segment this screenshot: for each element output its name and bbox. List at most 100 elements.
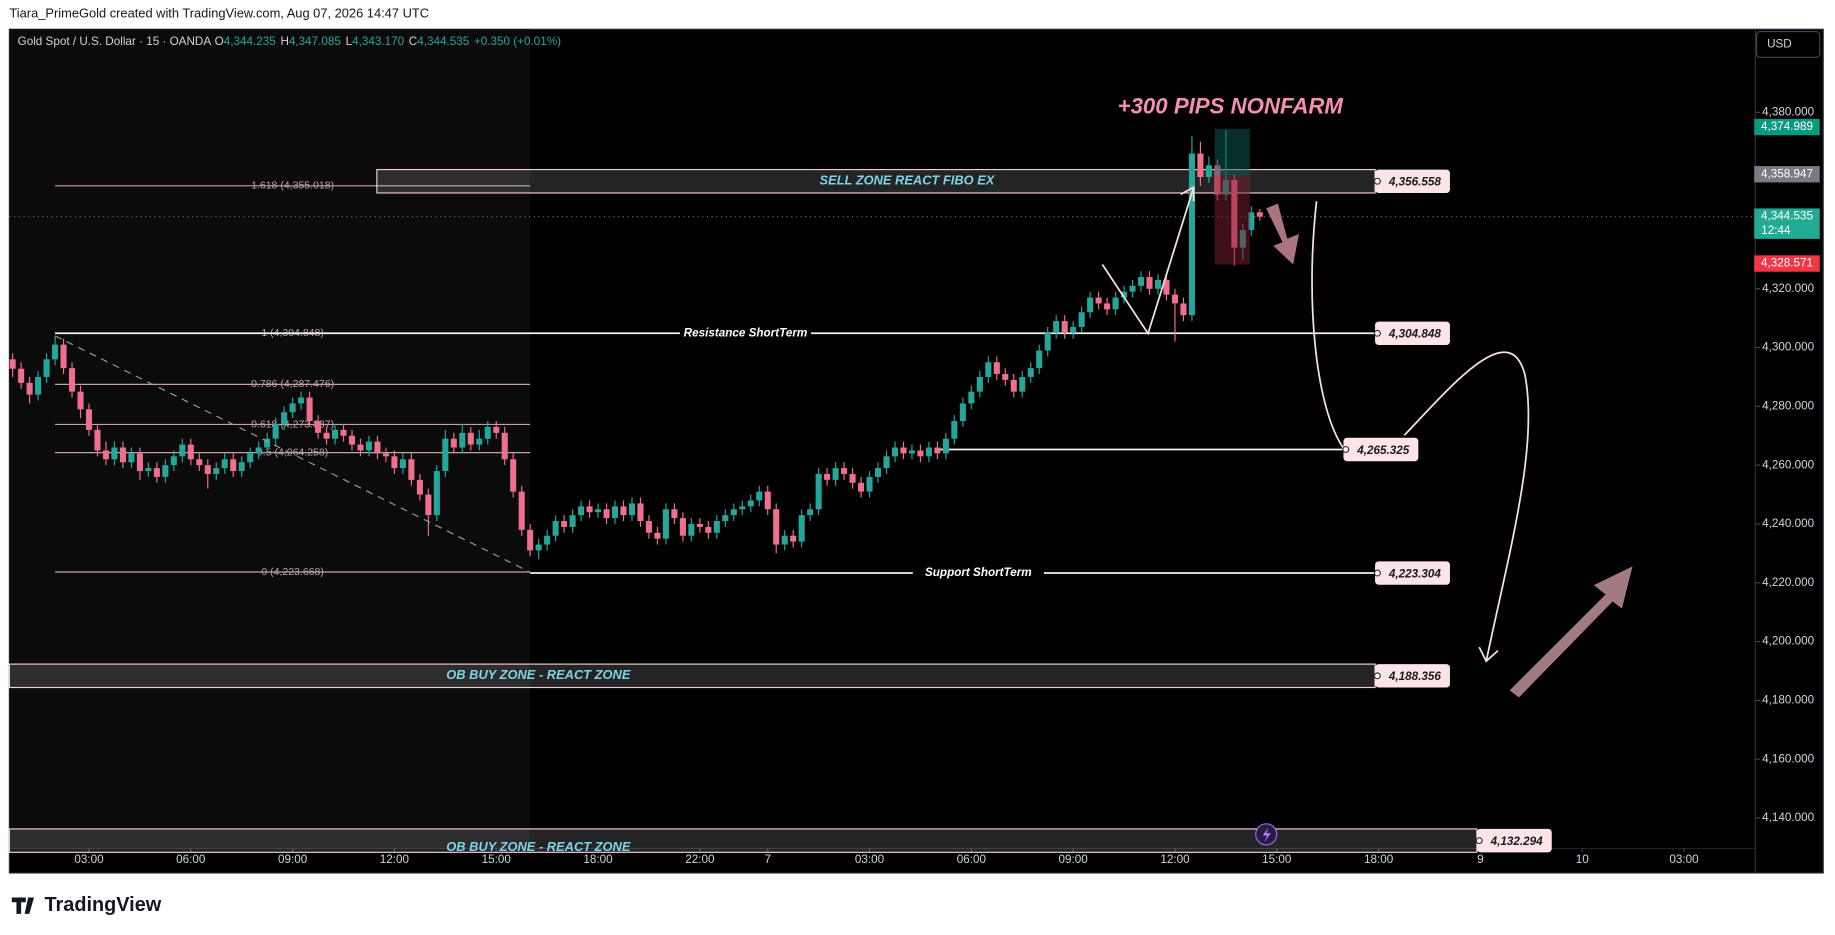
candle-body <box>264 438 271 448</box>
level-handle <box>1373 177 1381 185</box>
candle-body <box>858 482 865 492</box>
candle-body <box>1010 379 1017 392</box>
candle-body <box>170 456 177 466</box>
candle-body <box>204 465 211 474</box>
candle-body <box>1104 303 1111 310</box>
symbol-legend: Gold Spot / U.S. Dollar · 15 · OANDA O4,3… <box>18 35 561 48</box>
candle-body <box>595 509 602 513</box>
candle-body <box>382 453 389 457</box>
candle-body <box>925 447 932 457</box>
candle-body <box>459 432 466 448</box>
level-price: 4,265.325 <box>1356 444 1409 457</box>
pink-arrow <box>1266 203 1299 265</box>
candle-body <box>841 468 848 474</box>
candle-body <box>323 432 330 439</box>
candle-body <box>35 376 42 395</box>
x-tick-label: 09:00 <box>278 853 308 866</box>
x-tick-label: 18:00 <box>1364 853 1394 866</box>
candle-body <box>111 447 118 460</box>
countdown: 12:44 <box>1761 224 1791 237</box>
ohlc-value: 4,344.235 <box>224 35 276 48</box>
candle-body <box>679 518 686 536</box>
candle-body <box>484 426 491 439</box>
logo-mark <box>11 897 34 914</box>
candle-body <box>552 521 559 536</box>
candle-body <box>1205 165 1212 178</box>
candle-body <box>348 435 356 445</box>
candle-body <box>1061 321 1068 333</box>
x-tick-label: 18:00 <box>583 853 613 866</box>
candle-body <box>968 391 975 404</box>
zone-label: OB BUY ZONE - REACT ZONE <box>446 667 631 682</box>
candle-body <box>52 344 59 360</box>
candle-body <box>1002 374 1009 380</box>
pink-arrow <box>1509 566 1633 698</box>
candle-body <box>756 491 763 501</box>
candle-body <box>985 362 992 377</box>
currency-box[interactable] <box>1755 31 1821 58</box>
candle-body <box>247 453 254 463</box>
candle-body <box>611 506 619 519</box>
candle-body <box>391 456 398 469</box>
candle-body <box>518 491 525 530</box>
candle-body <box>442 438 449 472</box>
credit: Tiara_PrimeGold created with TradingView… <box>9 5 429 20</box>
price-badge-label: 4,358.947 <box>1761 167 1813 180</box>
level-handle <box>1475 837 1483 845</box>
ohlc-key: H <box>280 35 288 48</box>
x-tick-label: 03:00 <box>1669 853 1699 866</box>
candle-body <box>645 521 652 533</box>
candle-body <box>1087 297 1094 313</box>
candle-body <box>128 453 135 463</box>
candle-body <box>688 523 695 536</box>
position-target <box>1214 128 1250 176</box>
candle-body <box>1019 376 1026 392</box>
candle-body <box>315 421 322 433</box>
y-tick-label: 4,140.000 <box>1762 811 1814 824</box>
candle-body <box>569 515 576 527</box>
y-tick-label: 4,320.000 <box>1762 282 1814 295</box>
fib-label: 0.618 (4,273.837) <box>251 418 334 430</box>
candle-body <box>1256 212 1263 217</box>
candle-body <box>790 535 797 542</box>
candle-body <box>1129 285 1136 292</box>
level-badge <box>1375 664 1450 688</box>
arrow-head <box>1478 646 1499 663</box>
candle-body <box>493 426 500 433</box>
x-tick-label: 12:00 <box>1160 853 1190 866</box>
fib-label: 0.5 (4,264.258) <box>257 446 328 458</box>
level-handle <box>1342 445 1350 454</box>
drawings: 4,140.000 4,160.000 4,180.000 4,200.000 4,22… <box>8 105 1815 866</box>
candle-body <box>951 421 958 439</box>
level-handle <box>1373 329 1381 337</box>
candle-body <box>1146 276 1153 289</box>
ohlc-value: 4,347.085 <box>289 35 341 48</box>
candle-body <box>153 468 160 477</box>
arrow-head <box>1180 185 1195 202</box>
candle-body <box>781 535 788 545</box>
x-tick-label: 03:00 <box>74 853 104 866</box>
candle-body <box>85 409 93 430</box>
candle-body <box>255 447 262 454</box>
ohlc-value: 4,344.535 <box>417 35 469 48</box>
candle-body <box>535 544 542 551</box>
candle-body <box>824 473 831 480</box>
candle-body <box>1070 326 1077 333</box>
candle-body <box>620 506 627 516</box>
candle-body <box>119 447 126 463</box>
currency: USD <box>1767 38 1792 51</box>
candle-body <box>942 438 949 454</box>
candle-body <box>1036 350 1043 369</box>
trend-dashed <box>54 335 531 573</box>
logo: TradingView <box>45 894 162 916</box>
candle-body <box>705 526 712 533</box>
candle-body <box>408 459 415 480</box>
symbol: Gold Spot / U.S. Dollar · 15 · OANDA <box>18 35 212 48</box>
line-label: Support ShortTerm <box>925 566 1032 579</box>
candle-body <box>306 397 313 422</box>
candle-body <box>908 450 916 454</box>
candle-body <box>476 438 483 445</box>
candle-body <box>1078 312 1085 327</box>
candle-body <box>586 506 593 513</box>
